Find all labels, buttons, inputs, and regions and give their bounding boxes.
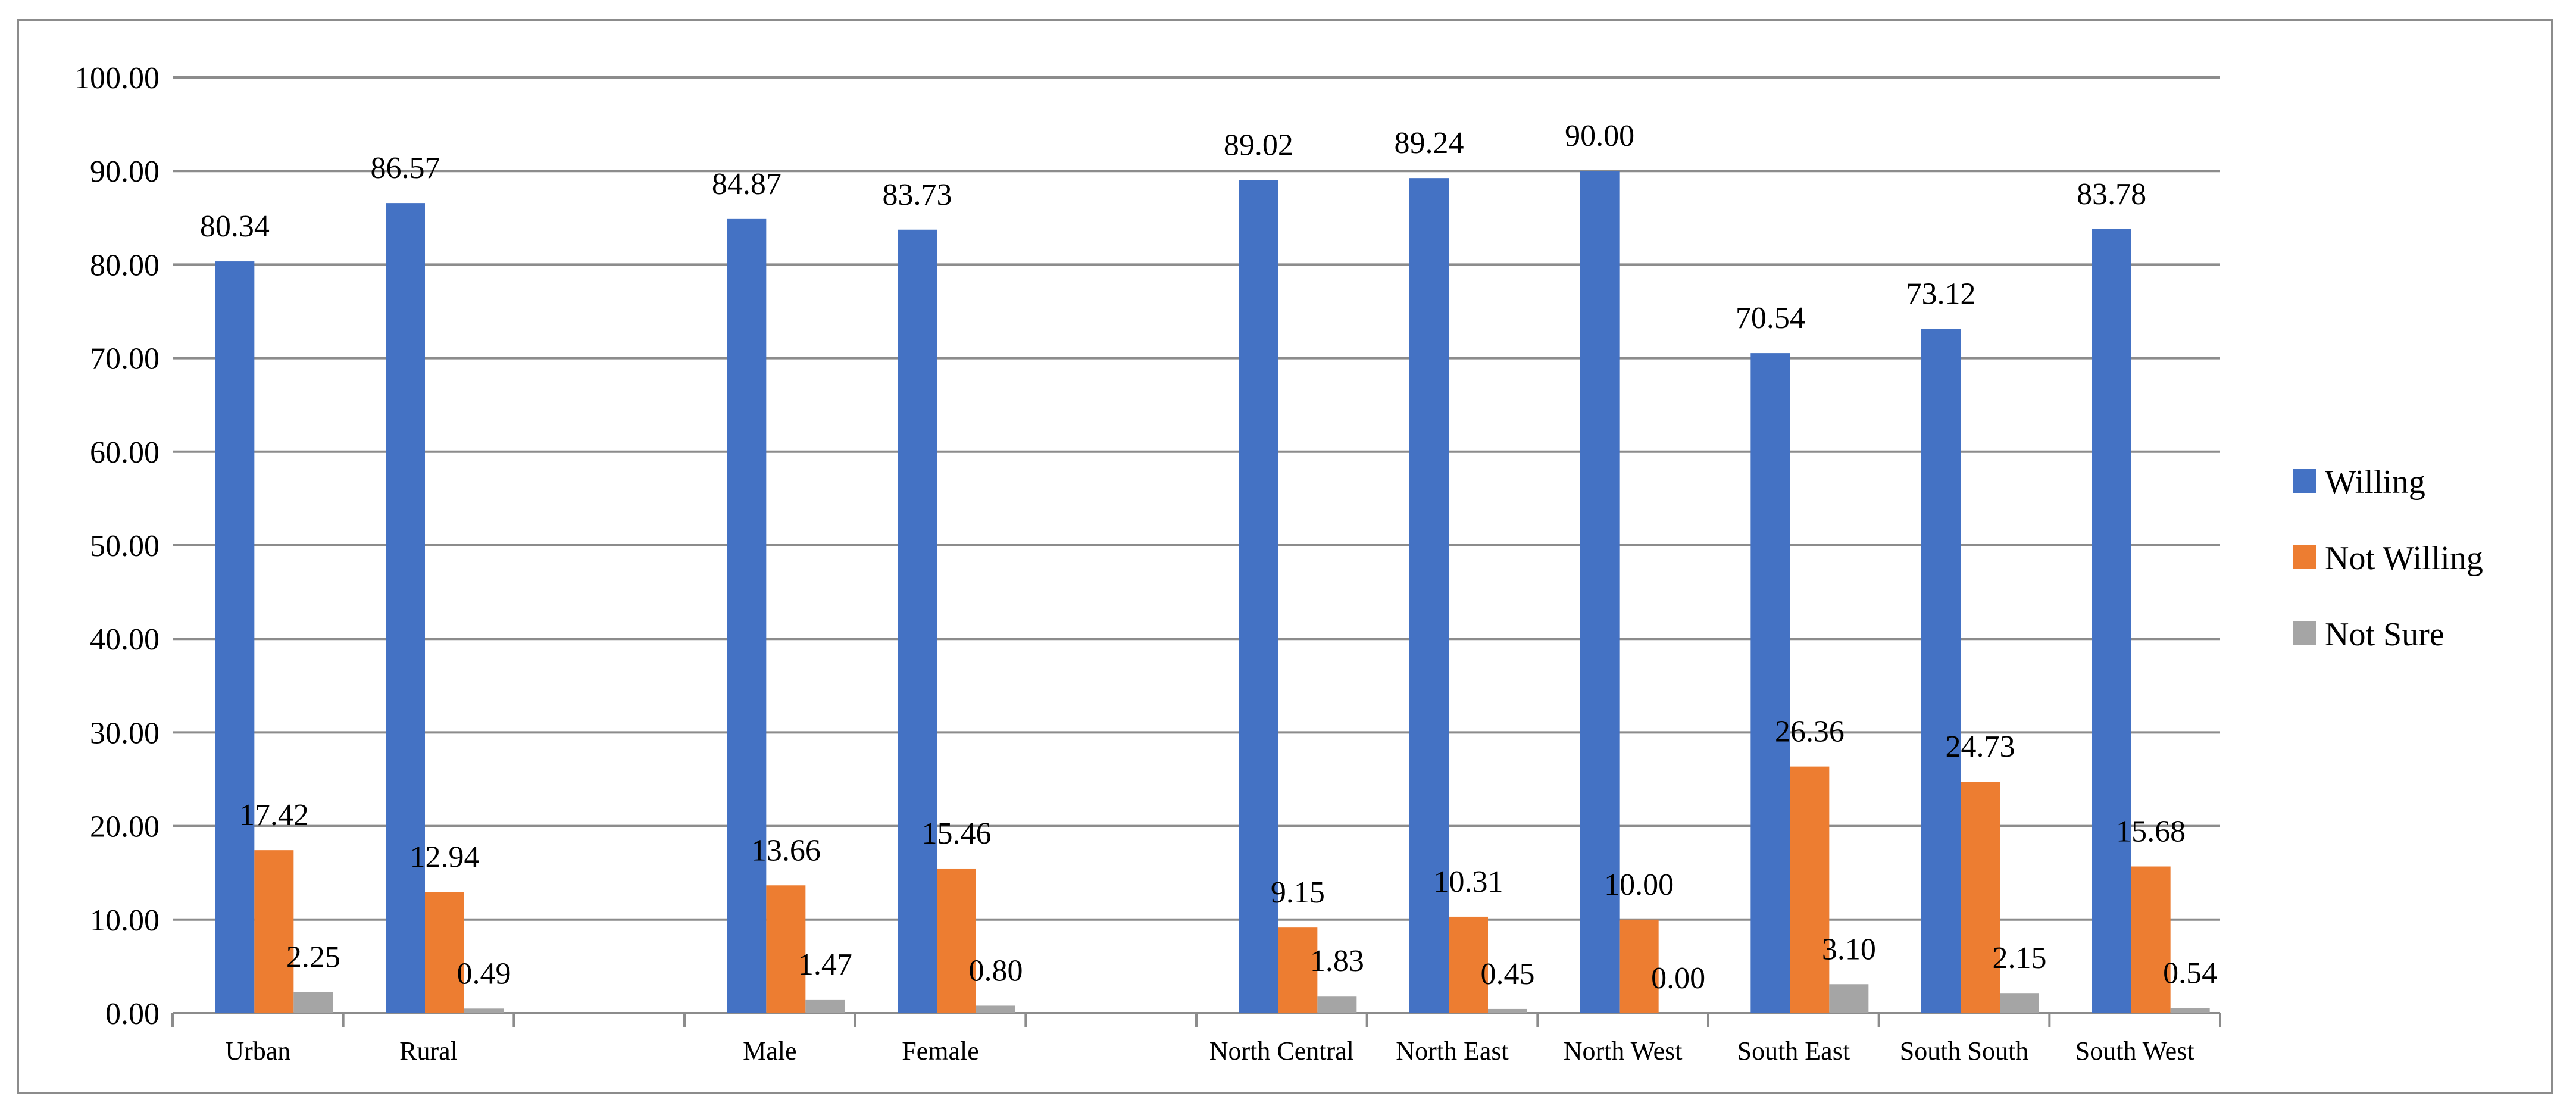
data-label: 12.94 [410, 841, 480, 874]
bar-not-willing [254, 850, 294, 1013]
category-label: South West [2075, 1036, 2194, 1066]
data-label: 80.34 [200, 210, 270, 243]
y-tick-label: 100.00 [74, 61, 160, 95]
bar-not-willing [2131, 866, 2171, 1013]
bar-willing [1921, 329, 1961, 1013]
category-label: Female [902, 1036, 979, 1066]
bar-not-willing [1278, 927, 1318, 1013]
bar-not-sure [293, 992, 333, 1013]
data-label: 0.54 [2163, 957, 2217, 991]
bar-willing [1580, 171, 1620, 1014]
legend-label: Not Sure [2325, 616, 2444, 653]
bar-not-willing [1790, 766, 1830, 1013]
bar-not-willing [1449, 916, 1488, 1013]
bar-not-willing [425, 892, 464, 1013]
y-tick-label: 60.00 [90, 436, 160, 470]
data-label: 84.87 [712, 167, 781, 201]
data-label: 0.45 [1481, 957, 1535, 991]
bar-willing [1750, 353, 1790, 1013]
bar-willing [1239, 180, 1278, 1013]
data-label: 1.47 [798, 948, 852, 982]
bar-not-sure [2000, 993, 2039, 1013]
legend-label: Not Willing [2325, 540, 2483, 577]
data-label: 89.24 [1395, 126, 1464, 160]
category-label: Male [743, 1036, 796, 1066]
bar-not-willing [1961, 782, 2000, 1013]
data-label: 90.00 [1565, 119, 1634, 153]
data-label: 70.54 [1736, 301, 1805, 335]
bar-not-willing [766, 885, 806, 1013]
bar-not-sure [2170, 1008, 2210, 1013]
data-label: 0.49 [457, 957, 511, 991]
data-label: 83.73 [883, 178, 952, 212]
bar-willing [215, 261, 255, 1014]
bar-not-sure [805, 999, 845, 1013]
category-label: South East [1737, 1036, 1850, 1066]
data-label: 89.02 [1224, 129, 1293, 163]
data-label: 0.00 [1651, 961, 1705, 995]
bar-willing [386, 203, 425, 1013]
y-tick-label: 30.00 [90, 716, 160, 750]
data-label: 15.68 [2116, 815, 2186, 849]
bar-chart: 0.00 10.00 20.00 30.00 40.00 50.00 60.00 70.00 8… [74, 61, 2483, 1066]
legend-swatch-willing [2293, 469, 2316, 493]
category-label: North East [1396, 1036, 1508, 1066]
category-label: Urban [225, 1036, 290, 1066]
bar-not-sure [976, 1005, 1015, 1013]
data-label: 83.78 [2077, 177, 2146, 211]
data-label: 2.25 [286, 941, 340, 975]
bar-not-sure [1829, 984, 1869, 1013]
data-label: 26.36 [1775, 715, 1845, 749]
bar-willing [898, 229, 937, 1013]
data-label: 24.73 [1946, 730, 2015, 764]
y-tick-label: 70.00 [90, 342, 160, 376]
y-tick-label: 80.00 [90, 248, 160, 282]
chart-frame: 0.00 10.00 20.00 30.00 40.00 50.00 60.00 70.00 8… [17, 19, 2553, 1094]
category-label: North Central [1209, 1036, 1354, 1066]
data-label: 10.00 [1604, 868, 1674, 902]
category-label: Rural [399, 1036, 458, 1066]
legend-label: Willing [2325, 464, 2425, 501]
y-tick-label: 20.00 [90, 810, 160, 844]
y-tick-label: 40.00 [90, 623, 160, 657]
y-tick-label: 0.00 [105, 997, 160, 1031]
data-label: 9.15 [1271, 876, 1325, 910]
data-label: 17.42 [239, 798, 309, 832]
legend-swatch-not-willing [2293, 545, 2316, 569]
data-label: 3.10 [1822, 932, 1876, 966]
bar-not-sure [1317, 996, 1357, 1013]
category-label: South South [1900, 1036, 2028, 1066]
data-label: 73.12 [1906, 277, 1976, 311]
data-label: 10.31 [1434, 865, 1503, 899]
y-tick-label: 10.00 [90, 904, 160, 938]
bar-not-sure [1488, 1008, 1527, 1013]
bar-willing [727, 218, 767, 1013]
data-label: 15.46 [922, 817, 992, 851]
bar-not-willing [937, 868, 976, 1013]
legend-swatch-not-sure [2293, 621, 2316, 645]
data-label: 0.80 [969, 954, 1023, 988]
bar-not-willing [1619, 919, 1659, 1013]
data-label: 86.57 [371, 151, 440, 185]
category-label: North West [1564, 1036, 1683, 1066]
y-tick-label: 90.00 [90, 155, 160, 189]
data-label: 13.66 [751, 833, 821, 867]
y-tick-label: 50.00 [90, 529, 160, 563]
data-label: 2.15 [1993, 941, 2047, 975]
bar-willing [2092, 229, 2131, 1013]
bar-not-sure [464, 1008, 504, 1013]
data-label: 1.83 [1310, 944, 1364, 978]
bar-willing [1409, 178, 1449, 1013]
